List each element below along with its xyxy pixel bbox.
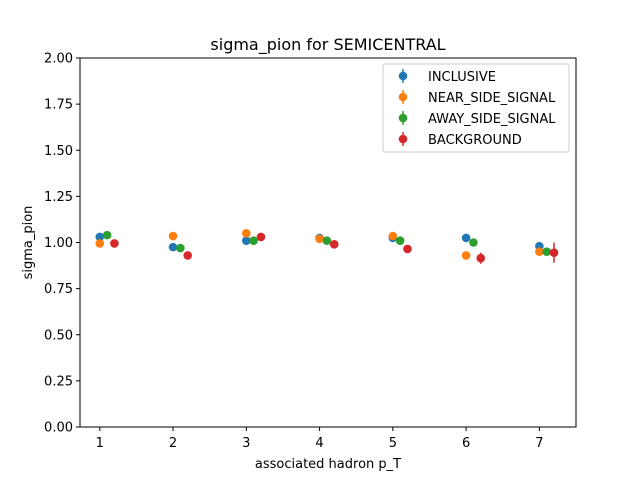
- data-point: [168, 231, 178, 241]
- x-tick-label: 4: [315, 436, 323, 451]
- legend-label: NEAR_SIDE_SIGNAL: [428, 91, 556, 106]
- data-point: [183, 251, 192, 260]
- x-tick-label: 3: [242, 436, 250, 451]
- legend-item-background: BACKGROUND: [398, 132, 522, 148]
- data-point: [102, 230, 112, 240]
- data-marks: [95, 228, 559, 264]
- legend-item-near-side-signal: NEAR_SIDE_SIGNAL: [398, 90, 556, 106]
- series-near-side-signal: [95, 228, 544, 260]
- data-point: [395, 236, 405, 245]
- y-tick-label: 0.25: [44, 374, 73, 389]
- x-tick-label: 2: [169, 436, 177, 451]
- legend: INCLUSIVE NEAR_SIDE_SIGNAL AWAY_SIDE_SIGNA…: [382, 63, 570, 153]
- x-tick-label: 1: [96, 436, 104, 451]
- legend-marker: [398, 71, 408, 81]
- data-point: [542, 247, 551, 257]
- data-point: [535, 247, 544, 257]
- y-tick-label: 0.00: [44, 421, 73, 436]
- legend-label: AWAY_SIDE_SIGNAL: [428, 112, 556, 127]
- y-tick-label: 1.25: [44, 190, 73, 205]
- series-background: [110, 232, 559, 264]
- data-point: [476, 253, 486, 263]
- data-point: [403, 244, 412, 254]
- data-point: [461, 251, 471, 260]
- data-point: [322, 236, 332, 245]
- x-tick-label: 5: [389, 436, 397, 451]
- data-point: [315, 234, 324, 244]
- legend-item-inclusive: INCLUSIVE: [398, 69, 496, 85]
- y-tick-label: 0.50: [44, 328, 73, 343]
- y-axis: 0.00 0.25 0.50 0.75 1.00 1.25 1.50 1.75 2.00: [44, 52, 80, 436]
- y-tick-label: 0.75: [44, 282, 73, 297]
- x-tick-label: 7: [535, 436, 543, 451]
- legend-box: [382, 63, 570, 153]
- data-point: [329, 240, 339, 249]
- y-tick-label: 1.50: [44, 144, 73, 159]
- data-point: [176, 243, 185, 253]
- data-point: [549, 248, 559, 257]
- y-tick-label: 2.00: [44, 52, 73, 67]
- legend-item-away-side-signal: AWAY_SIDE_SIGNAL: [398, 111, 556, 127]
- data-point: [469, 238, 478, 247]
- data-point: [95, 232, 105, 242]
- legend-marker: [398, 134, 408, 144]
- data-point: [388, 231, 398, 241]
- y-tick-label: 1.00: [44, 236, 73, 251]
- x-axis-label: associated hadron p_T: [255, 457, 401, 472]
- y-axis-label: sigma_pion: [21, 206, 36, 280]
- y-tick-label: 1.75: [44, 98, 73, 113]
- legend-marker: [398, 92, 408, 102]
- data-point: [256, 232, 266, 242]
- data-point: [168, 242, 178, 252]
- data-point: [95, 239, 105, 248]
- chart-title: sigma_pion for SEMICENTRAL: [210, 35, 445, 55]
- data-point: [249, 236, 258, 245]
- data-point: [242, 236, 251, 245]
- legend-label: BACKGROUND: [428, 133, 522, 148]
- data-point: [242, 228, 251, 238]
- x-tick-label: 6: [462, 436, 470, 451]
- data-point: [461, 233, 471, 243]
- series-away-side-signal: [102, 230, 551, 257]
- legend-marker: [398, 113, 408, 123]
- x-axis: 1 2 3 4 5 6 7: [96, 427, 544, 451]
- data-point: [110, 239, 119, 248]
- legend-label: INCLUSIVE: [428, 70, 496, 85]
